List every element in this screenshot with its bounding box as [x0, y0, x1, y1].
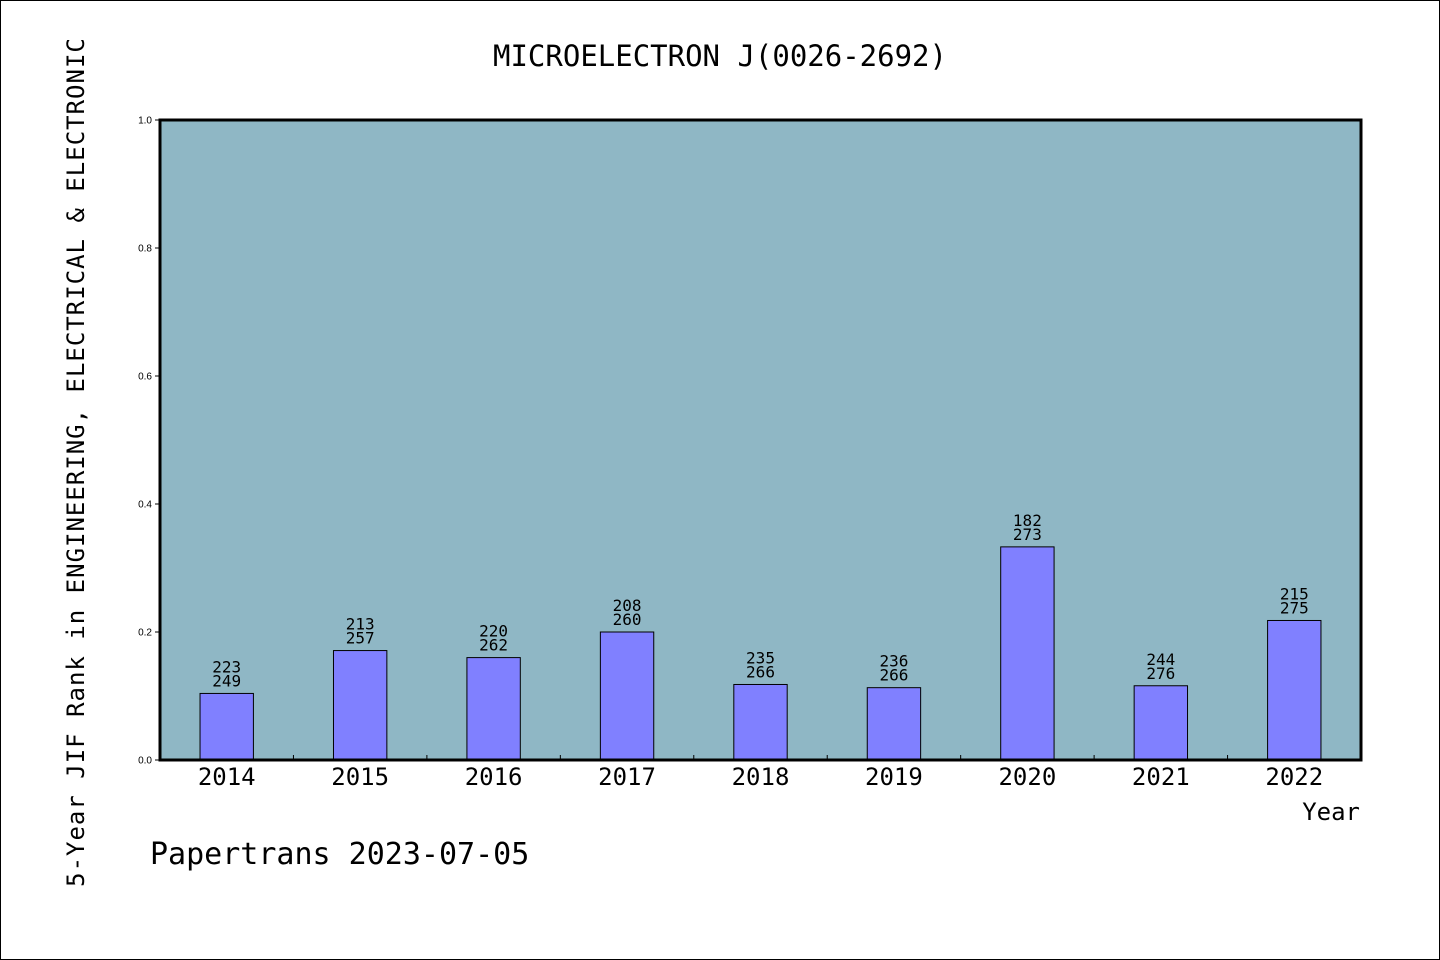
bar-rank-label: 220 — [479, 622, 508, 641]
x-tick-label: 2022 — [1265, 763, 1323, 791]
bar-total-label: 262 — [479, 636, 508, 655]
x-tick-label: 2020 — [998, 763, 1056, 791]
y-tick-label: 0.8 — [138, 244, 152, 255]
x-tick-label: 2015 — [331, 763, 389, 791]
chart-title: MICROELECTRON J(0026-2692) — [493, 39, 947, 73]
bar-rank-label: 213 — [346, 615, 375, 634]
bar-2022 — [1267, 619, 1322, 761]
bar-rank-label: 244 — [1146, 650, 1175, 669]
bar-2015 — [332, 650, 388, 761]
bar-2021 — [1133, 685, 1189, 761]
bar-rank-label: 236 — [879, 652, 908, 671]
bar-total-label: 249 — [212, 671, 241, 690]
x-tick-label: 2016 — [465, 763, 523, 791]
bar-series — [199, 546, 1322, 761]
bar-2020 — [1000, 546, 1055, 761]
bar-rank-label: 235 — [746, 648, 775, 667]
x-tick-label: 2021 — [1132, 763, 1190, 791]
x-tick-label: 2018 — [732, 763, 790, 791]
bar-2019 — [866, 687, 922, 761]
bar-total-label: 276 — [1146, 664, 1175, 683]
x-tick-label: 2014 — [198, 763, 256, 791]
bar-total-label: 260 — [613, 610, 642, 629]
x-tick-label: 2019 — [865, 763, 923, 791]
bar-rank-label: 215 — [1280, 584, 1309, 603]
y-tick-label: 1.0 — [138, 116, 152, 127]
bar-rank-label: 182 — [1013, 511, 1042, 530]
x-axis-ticks: 2014 2015 2016 2017 2018 2019 2020 2021 2022 — [198, 755, 1323, 791]
bar-2016 — [466, 657, 521, 761]
bar-total-label: 257 — [346, 629, 375, 648]
bar-2014 — [199, 692, 254, 761]
y-axis-title: 5-Year JIF Rank in ENGINEERING, ELECTRIC… — [62, 37, 90, 887]
y-axis-ticks: 0.0 0.2 0.4 0.6 0.8 1.0 — [138, 116, 160, 767]
bar-total-label: 273 — [1013, 525, 1042, 544]
y-tick-label: 0.4 — [138, 500, 152, 511]
x-axis-title: Year — [1302, 798, 1360, 826]
y-tick-label: 0.6 — [138, 372, 152, 383]
footer-credit: Papertrans 2023-07-05 — [150, 837, 529, 872]
bar-total-label: 266 — [879, 666, 908, 685]
bar-2018 — [733, 683, 788, 761]
y-tick-label: 0.0 — [138, 756, 152, 767]
bar-rank-label: 223 — [212, 657, 241, 676]
bar-total-label: 275 — [1280, 598, 1309, 617]
plot-border — [158, 118, 1363, 762]
x-tick-label: 2017 — [598, 763, 656, 791]
bar-2017 — [599, 631, 655, 761]
y-tick-label: 0.2 — [138, 628, 152, 639]
bar-total-label: 266 — [746, 662, 775, 681]
bar-rank-label: 208 — [613, 596, 642, 615]
